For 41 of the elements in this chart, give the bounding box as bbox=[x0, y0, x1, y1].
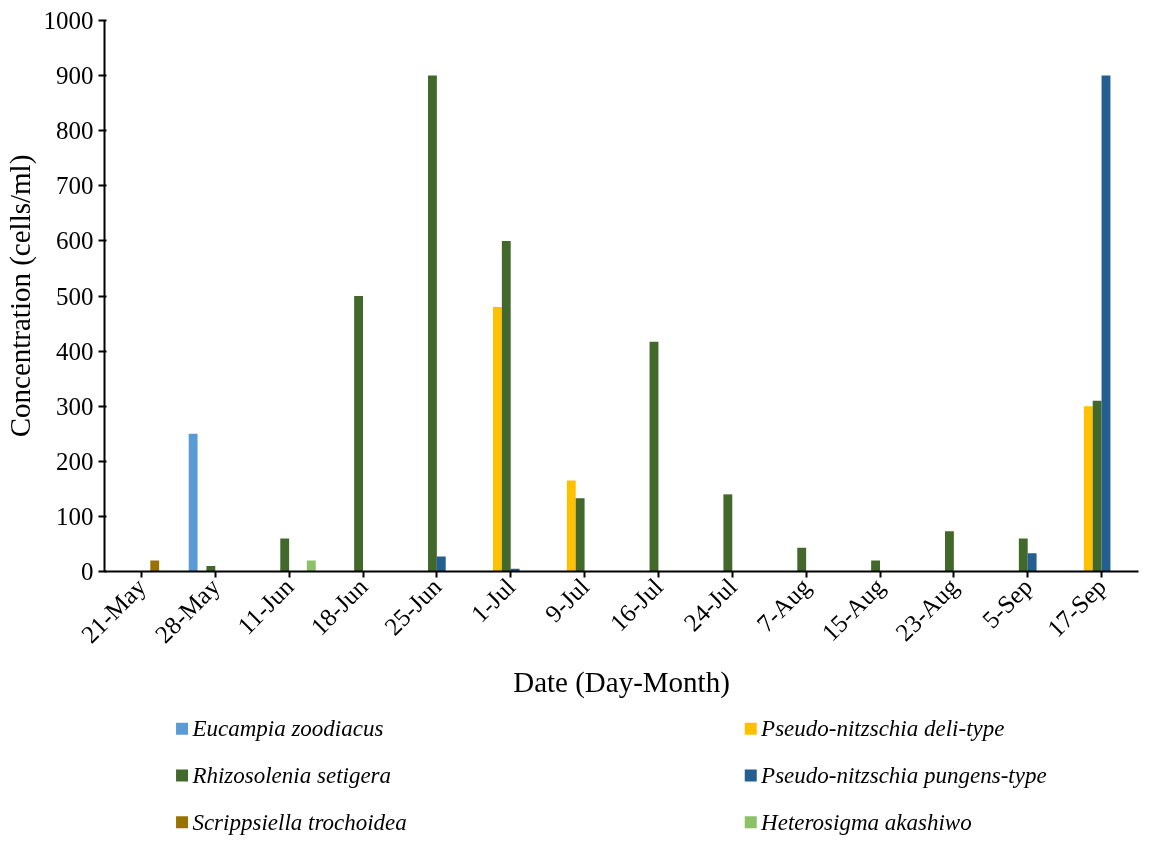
y-tick-label: 1000 bbox=[43, 7, 94, 34]
bar bbox=[1101, 75, 1111, 572]
legend-label: Rhizosolenia setigera bbox=[191, 763, 392, 788]
bar bbox=[566, 480, 576, 572]
y-tick-label: 300 bbox=[56, 392, 94, 420]
legend-label: Pseudo-nitzschia deli-type bbox=[760, 716, 1005, 742]
bar bbox=[501, 240, 511, 572]
bar bbox=[492, 307, 502, 572]
y-tick-label: 600 bbox=[56, 227, 94, 255]
bar bbox=[188, 433, 198, 572]
y-axis-title: Concentration (cells/ml) bbox=[3, 154, 37, 438]
bar bbox=[649, 341, 659, 572]
bar bbox=[206, 565, 216, 572]
y-tick-label: 700 bbox=[56, 172, 94, 200]
bar bbox=[1027, 553, 1037, 572]
bar bbox=[575, 498, 585, 572]
bar bbox=[1083, 406, 1093, 572]
x-axis-title: Date (Day-Month) bbox=[513, 665, 730, 699]
y-tick-label: 0 bbox=[81, 558, 94, 585]
y-tick-label: 900 bbox=[56, 62, 94, 90]
legend-label: Heterosigma akashiwo bbox=[760, 809, 972, 835]
bar bbox=[944, 531, 954, 572]
y-tick-label: 400 bbox=[56, 337, 94, 365]
y-tick-label: 800 bbox=[56, 117, 94, 145]
bar bbox=[354, 296, 363, 572]
legend-label: Eucampia zoodiacus bbox=[191, 716, 384, 742]
bar bbox=[1092, 400, 1102, 572]
bar bbox=[871, 560, 880, 572]
y-tick-label: 500 bbox=[56, 282, 94, 310]
bar bbox=[306, 560, 316, 572]
bar bbox=[1018, 538, 1028, 572]
bar bbox=[280, 538, 290, 572]
bar bbox=[797, 547, 807, 572]
bar bbox=[723, 494, 733, 572]
bar bbox=[427, 75, 437, 572]
bar bbox=[436, 556, 446, 572]
legend-label: Pseudo-nitzschia pungens-type bbox=[760, 763, 1047, 788]
bar bbox=[150, 560, 160, 572]
y-tick-label: 200 bbox=[56, 447, 94, 475]
legend-label: Scrippsiella trochoidea bbox=[192, 809, 407, 835]
y-tick-label: 100 bbox=[56, 502, 94, 530]
